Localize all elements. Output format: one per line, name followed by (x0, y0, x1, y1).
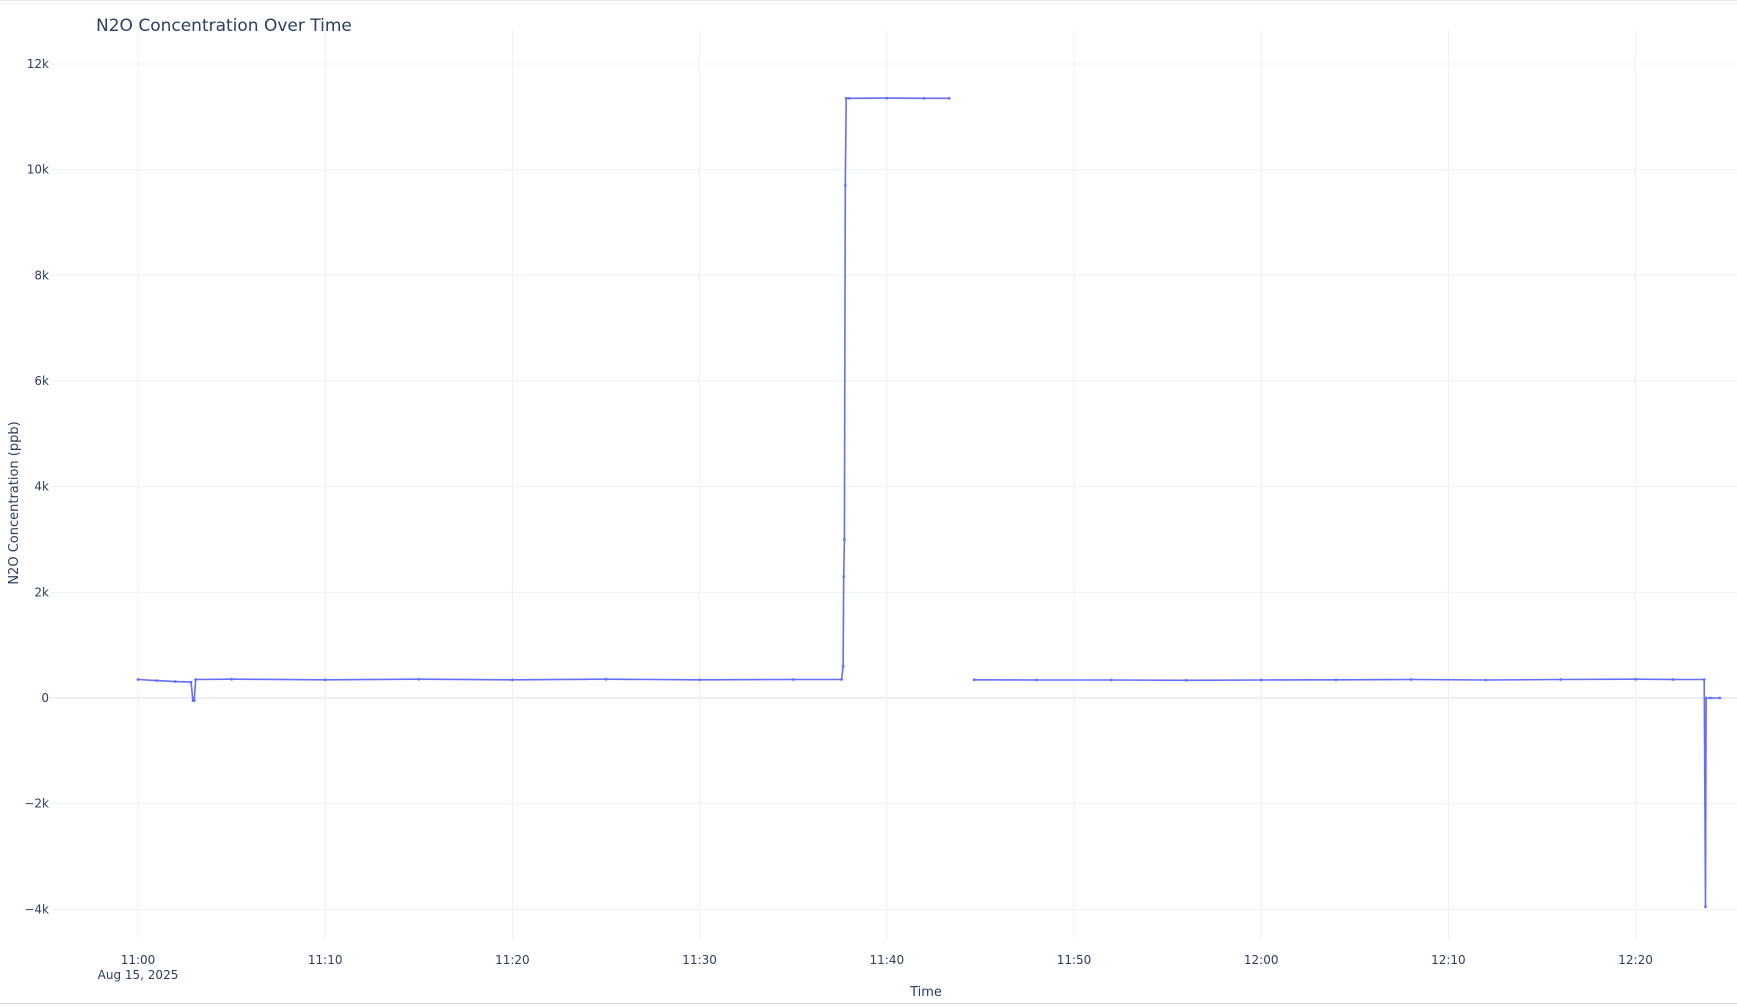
data-point[interactable] (885, 96, 889, 100)
data-point[interactable] (841, 664, 845, 668)
series-line[interactable] (136, 96, 1722, 909)
x-tick-label: 12:10 (1431, 953, 1466, 967)
x-tick-label: 11:50 (1057, 953, 1092, 967)
y-tick-label: 0 (41, 691, 49, 705)
data-point[interactable] (848, 96, 851, 100)
data-point[interactable] (136, 678, 140, 681)
x-tick-label: 11:00 (121, 953, 156, 967)
y-tick-label: 2k (34, 585, 49, 599)
data-point[interactable] (1409, 678, 1413, 681)
x-tick-label: 11:30 (682, 953, 717, 967)
data-point[interactable] (1704, 905, 1707, 909)
data-point[interactable] (174, 680, 177, 683)
data-point[interactable] (1334, 678, 1338, 682)
data-point[interactable] (791, 678, 795, 681)
x-axis-title: Time (909, 985, 942, 1000)
data-point[interactable] (1184, 678, 1188, 682)
data-point[interactable] (843, 184, 847, 187)
data-point[interactable] (155, 679, 159, 682)
data-point[interactable] (604, 677, 608, 681)
x-tick-label: 12:00 (1244, 953, 1279, 967)
x-tick-label: 11:20 (495, 953, 530, 967)
x-tick-label: 11:10 (308, 953, 343, 967)
data-point[interactable] (922, 96, 926, 100)
data-point[interactable] (844, 96, 848, 100)
x-tick-label: 11:40 (870, 953, 905, 967)
y-tick-label: 8k (34, 268, 49, 282)
data-point[interactable] (230, 677, 234, 681)
data-point[interactable] (972, 678, 976, 682)
y-tick-label: −2k (24, 797, 49, 811)
series-segment[interactable] (137, 97, 950, 702)
data-point[interactable] (842, 575, 846, 578)
data-point[interactable] (840, 678, 843, 681)
data-point[interactable] (1484, 678, 1488, 682)
chart-title: N2O Concentration Over Time (96, 16, 352, 36)
data-point[interactable] (1709, 696, 1712, 700)
data-point[interactable] (1671, 678, 1675, 681)
data-point[interactable] (1718, 696, 1722, 700)
x-tick-label: 12:20 (1618, 953, 1653, 967)
data-point[interactable] (1559, 678, 1563, 681)
y-tick-label: 10k (27, 163, 49, 177)
data-point[interactable] (323, 678, 327, 682)
data-point[interactable] (189, 680, 193, 684)
data-point[interactable] (1035, 678, 1038, 682)
data-point[interactable] (698, 678, 701, 682)
y-tick-label: 4k (34, 480, 49, 494)
data-point[interactable] (192, 699, 196, 702)
y-axis-ticks: −4k −2k 0 2k 4k 6k 8k 10k 12k (24, 57, 49, 916)
data-point[interactable] (843, 538, 846, 541)
x-tick-sublabel: Aug 15, 2025 (98, 968, 179, 982)
y-tick-label: 6k (34, 374, 49, 388)
data-point[interactable] (1110, 678, 1113, 682)
data-point[interactable] (1704, 696, 1708, 700)
y-tick-label: −4k (24, 902, 49, 916)
data-point[interactable] (1634, 677, 1637, 681)
data-point[interactable] (1702, 678, 1706, 681)
data-point[interactable] (947, 96, 951, 100)
top-border (0, 0, 1737, 4)
y-axis-title: N2O Concentration (ppb) (7, 421, 22, 584)
bottom-border (0, 1003, 1737, 1006)
data-point[interactable] (511, 678, 514, 682)
series-segment[interactable] (974, 678, 1720, 908)
data-point[interactable] (417, 677, 421, 681)
y-tick-label: 12k (27, 57, 49, 71)
data-point[interactable] (1259, 678, 1263, 682)
gridlines (50, 30, 1737, 940)
data-point[interactable] (194, 678, 198, 681)
